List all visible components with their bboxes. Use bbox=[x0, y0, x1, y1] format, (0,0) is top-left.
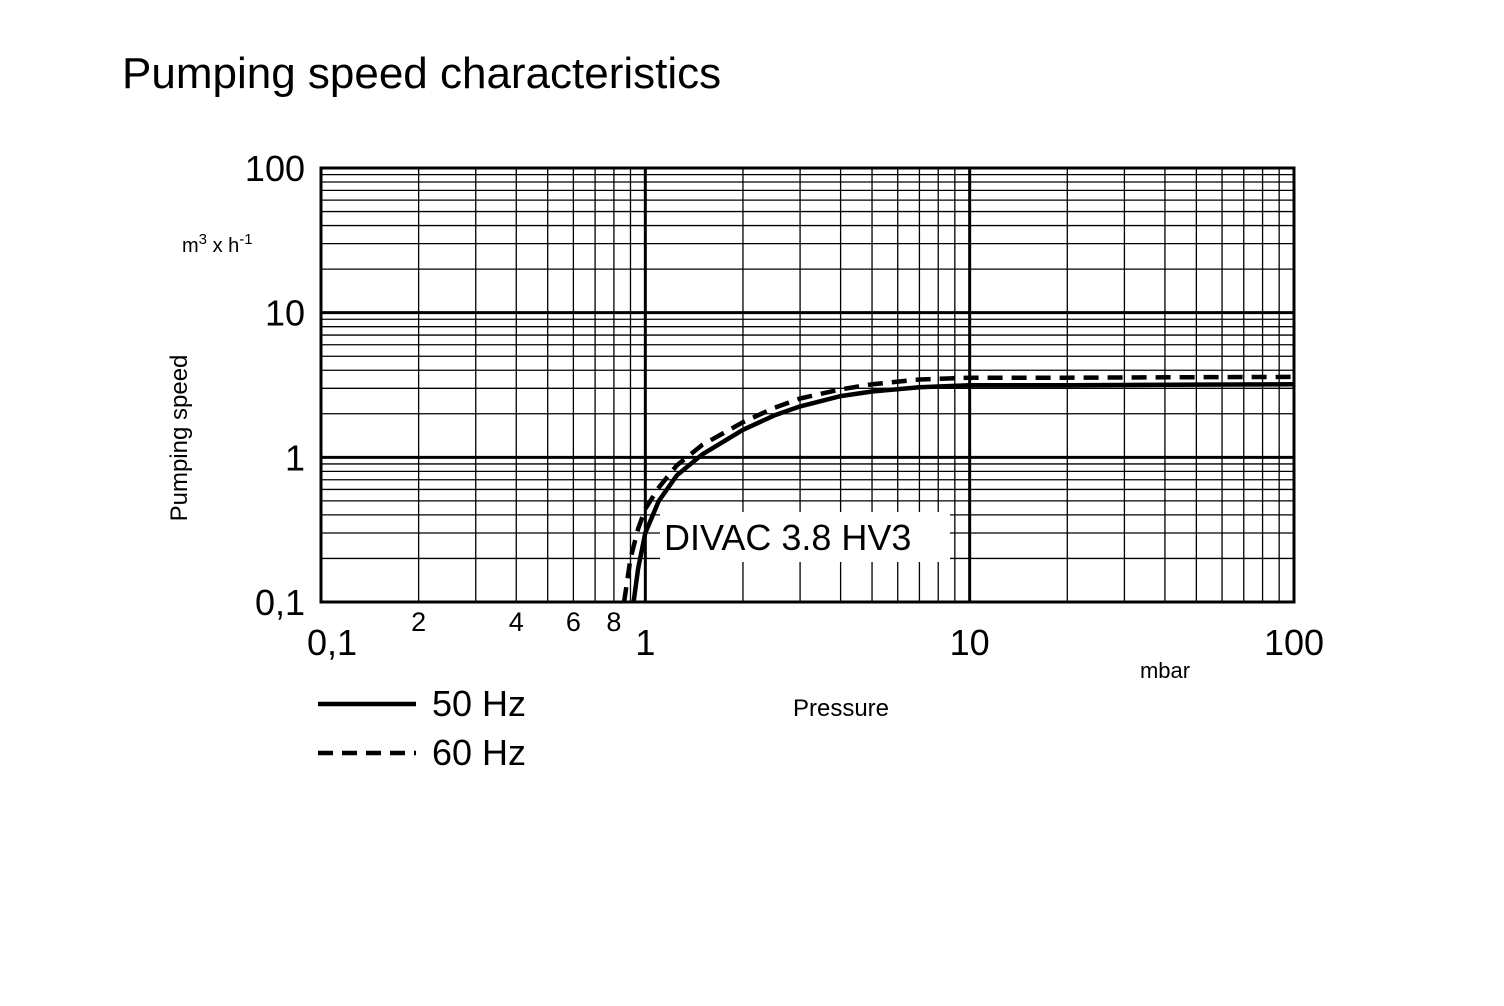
x-tick-labels: 0,1 1 10 100 bbox=[307, 622, 1324, 663]
x-tick-label: 0,1 bbox=[307, 622, 357, 663]
y-unit-mid: x h bbox=[207, 235, 239, 257]
x-axis-label: Pressure bbox=[793, 695, 889, 722]
x-minor-tick-label: 8 bbox=[606, 607, 621, 637]
x-tick-label: 10 bbox=[950, 622, 990, 663]
model-annotation: DIVAC 3.8 HV3 bbox=[664, 517, 911, 558]
x-minor-tick-label: 2 bbox=[411, 607, 426, 637]
y-unit-base: m bbox=[182, 235, 199, 257]
x-axis-unit: mbar bbox=[1140, 658, 1190, 683]
series-group bbox=[621, 374, 1295, 603]
x-minor-tick-label: 6 bbox=[566, 607, 581, 637]
y-axis-unit: m3 x h-1 bbox=[182, 231, 253, 258]
y-tick-label: 1 bbox=[285, 437, 305, 478]
series-line-50hz bbox=[631, 382, 1295, 603]
y-unit-sup-1: 3 bbox=[199, 231, 207, 248]
legend: 50 Hz 60 Hz bbox=[318, 683, 526, 773]
y-tick-label: 0,1 bbox=[255, 582, 305, 623]
legend-label-50hz: 50 Hz bbox=[432, 683, 526, 724]
y-tick-labels: 100 10 1 0,1 bbox=[245, 148, 305, 623]
x-tick-label: 1 bbox=[635, 622, 655, 663]
x-tick-label: 100 bbox=[1264, 622, 1324, 663]
y-axis-label: Pumping speed bbox=[166, 355, 193, 522]
chart-title: Pumping speed characteristics bbox=[122, 49, 721, 98]
series-line-60hz bbox=[621, 374, 1295, 603]
y-tick-label: 100 bbox=[245, 148, 305, 189]
y-tick-label: 10 bbox=[265, 293, 305, 334]
x-minor-tick-label: 4 bbox=[509, 607, 524, 637]
annotation-background bbox=[660, 512, 950, 562]
legend-label-60hz: 60 Hz bbox=[432, 732, 526, 773]
y-unit-sup-2: -1 bbox=[239, 231, 252, 248]
